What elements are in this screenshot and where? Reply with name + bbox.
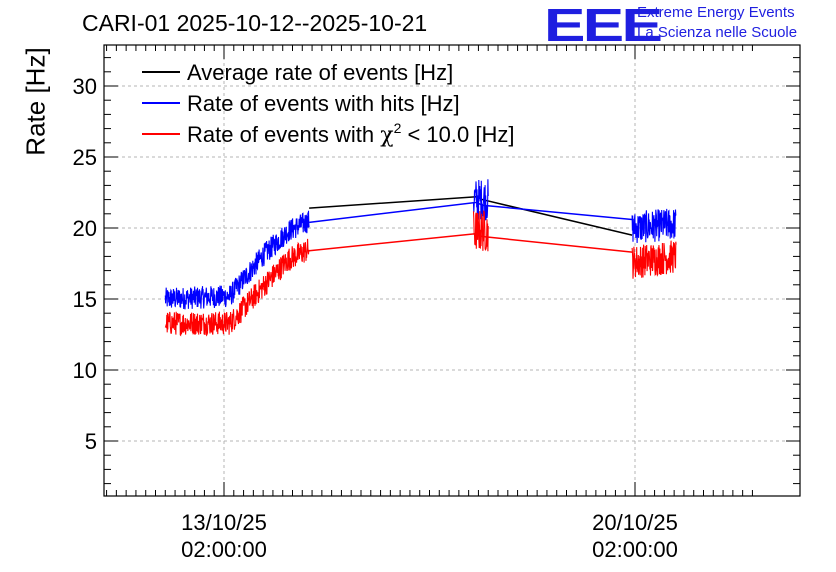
series-hits-segment-1 <box>472 179 489 221</box>
series-chi2-segment-0 <box>164 238 310 337</box>
axis-ticks: 5101520253013/10/2502:00:0020/10/2502:00… <box>73 45 800 562</box>
series-hits-segment-0 <box>164 210 310 310</box>
brand-line-1: Extreme Energy Events <box>637 4 795 21</box>
legend-label-chi2: Rate of events with χ2 < 10.0 [Hz] <box>187 120 514 148</box>
data-series <box>164 179 677 337</box>
series-hits-segment-2 <box>631 208 677 244</box>
y-tick-label: 25 <box>73 145 97 170</box>
series-chi2-segment-2 <box>631 240 677 279</box>
series-hits-connector <box>309 201 633 224</box>
y-tick-label: 20 <box>73 216 97 241</box>
y-tick-label: 10 <box>73 358 97 383</box>
legend-label-average: Average rate of events [Hz] <box>187 60 453 85</box>
x-tick-label-date: 20/10/25 <box>592 510 678 535</box>
y-tick-label: 5 <box>85 429 97 454</box>
x-tick-label-time: 02:00:00 <box>592 537 678 562</box>
grid-lines <box>104 45 800 496</box>
brand-text: Extreme Energy Events La Scienza nelle S… <box>637 3 797 43</box>
y-axis-label: Rate [Hz] <box>20 47 51 156</box>
x-tick-label-time: 02:00:00 <box>181 537 267 562</box>
chart-title: CARI-01 2025-10-12--2025-10-21 <box>82 10 428 36</box>
series-chi2-connector <box>309 232 633 253</box>
y-tick-label: 15 <box>73 287 97 312</box>
eee-logo: EEE <box>544 0 663 51</box>
legend: Average rate of events [Hz] Rate of event… <box>142 60 514 148</box>
series-chi2-segment-1 <box>472 209 489 252</box>
y-tick-label: 30 <box>73 74 97 99</box>
legend-label-hits: Rate of events with hits [Hz] <box>187 91 460 116</box>
brand-line-2: La Scienza nelle Scuole <box>637 24 798 41</box>
x-tick-label-date: 13/10/25 <box>181 510 267 535</box>
